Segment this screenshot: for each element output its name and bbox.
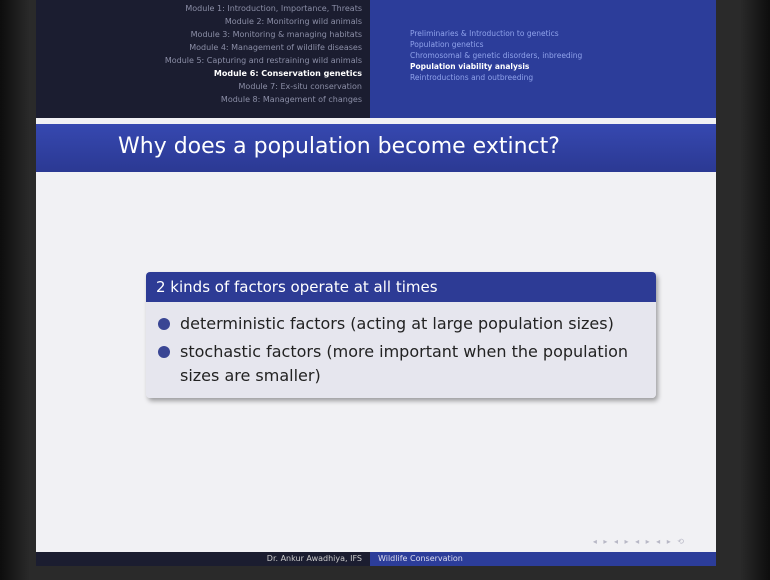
module: Module 8: Management of changes (220, 95, 362, 104)
module: Module 7: Ex-situ conservation (238, 82, 362, 91)
footer-right: Wildlife Conservation (370, 552, 716, 566)
module-list: Module 1: Introduction, Importance, Thre… (165, 2, 362, 106)
header-right: Preliminaries & Introduction to genetics… (370, 0, 716, 118)
list-item: deterministic factors (acting at large p… (156, 312, 646, 336)
header-left: Module 1: Introduction, Importance, Thre… (36, 0, 370, 118)
module: Module 6: Conservation genetics (213, 69, 362, 78)
footer-left: Dr. Ankur Awadhiya, IFS (36, 552, 370, 566)
slide-title: Why does a population become extinct? (36, 124, 716, 172)
section: Chromosomal & genetic disorders, inbreed… (410, 51, 583, 60)
bullet (158, 346, 170, 358)
slide: Module 1: Introduction, Importance, Thre… (36, 0, 716, 566)
block-title: 2 kinds of factors operate at all times (146, 272, 656, 302)
module: Module 1: Introduction, Importance, Thre… (185, 4, 362, 13)
section: Preliminaries & Introduction to genetics (410, 29, 559, 38)
item-text: deterministic factors (acting at large p… (180, 314, 614, 333)
section: Reintroductions and outbreeding (410, 73, 534, 82)
module: Module 5: Capturing and restraining wild… (164, 56, 362, 65)
module: Module 2: Monitoring wild animals (224, 17, 362, 26)
section: Population genetics (410, 40, 484, 49)
nav-symbols[interactable]: ◂ ▸ ◂ ▸ ◂ ▸ ◂ ▸ ⟲ (592, 537, 686, 546)
module: Module 4: Management of wildlife disease… (189, 43, 362, 52)
section-list: Preliminaries & Introduction to genetics… (410, 28, 582, 83)
module: Module 3: Monitoring & managing habitats (190, 30, 362, 39)
block: 2 kinds of factors operate at all times … (146, 272, 656, 398)
block-body: deterministic factors (acting at large p… (146, 302, 656, 398)
list-item: stochastic factors (more important when … (156, 340, 646, 388)
bullet (158, 318, 170, 330)
item-text: stochastic factors (more important when … (180, 342, 629, 385)
section: Population viability analysis (410, 62, 530, 71)
